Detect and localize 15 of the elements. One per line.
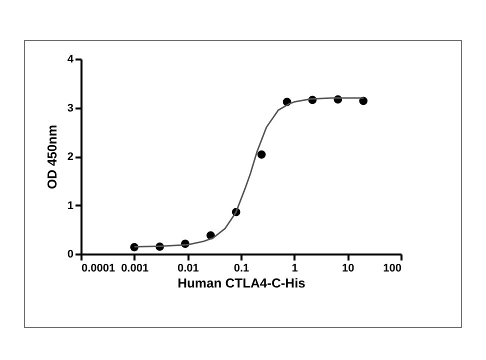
x-tick-label: 10 bbox=[342, 262, 354, 274]
point bbox=[257, 150, 266, 159]
y-tick-label: 4 bbox=[67, 54, 74, 66]
y-tick-label: 3 bbox=[67, 102, 74, 114]
y-axis-title: OD 450nm bbox=[44, 124, 60, 190]
x-tick-label: 0.1 bbox=[234, 262, 250, 274]
y-tick-label: 1 bbox=[67, 200, 74, 212]
x-tick-label: 0.001 bbox=[121, 262, 149, 274]
y-tick-label: 0 bbox=[67, 248, 74, 260]
x-tick-label: 0.0001 bbox=[82, 262, 116, 274]
x-tick-label: 0.01 bbox=[177, 262, 199, 274]
x-tick-label: 100 bbox=[383, 262, 402, 274]
y-tick-label: 2 bbox=[67, 151, 74, 163]
x-axis-title: Human CTLA4-C-His bbox=[178, 276, 306, 290]
x-tick-label: 1 bbox=[292, 262, 298, 274]
